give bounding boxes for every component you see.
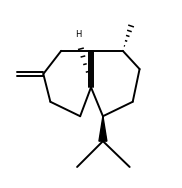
Text: H: H	[75, 30, 81, 39]
Polygon shape	[99, 116, 107, 141]
